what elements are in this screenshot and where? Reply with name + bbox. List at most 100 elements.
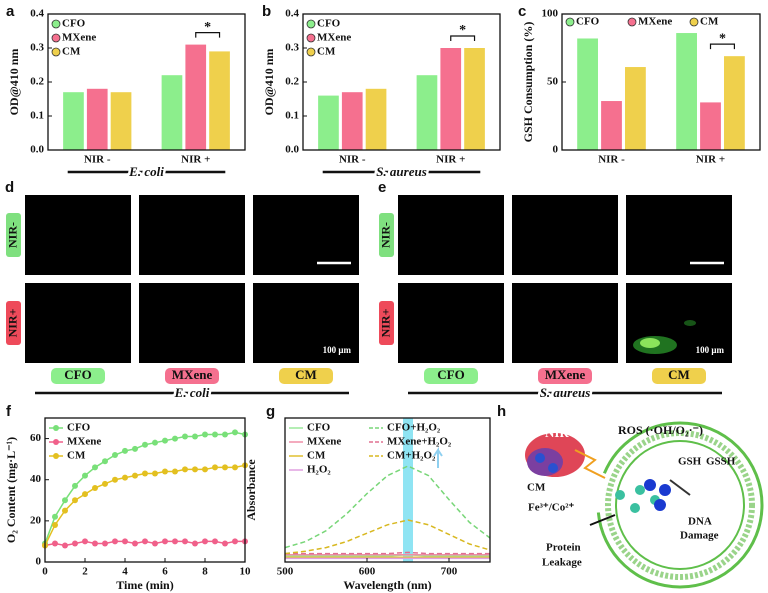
bar xyxy=(601,101,622,150)
data-point xyxy=(192,433,198,440)
panel-letter: c xyxy=(518,3,526,20)
scale-label: 100 μm xyxy=(323,345,352,355)
data-point xyxy=(142,538,148,545)
y-tick-label: 20 xyxy=(30,514,42,526)
legend-swatch xyxy=(51,19,61,29)
row-label: NIR+ xyxy=(5,308,19,337)
y-tick-label: 60 xyxy=(30,432,42,444)
protein-label: Protein xyxy=(546,542,581,554)
significance-bracket xyxy=(709,43,736,50)
schematic: h NIR ROS (·OH/O₂·⁻) CM Fe³⁺/Co²⁺ GSH GS… xyxy=(497,403,764,589)
x-tick-label: 10 xyxy=(240,566,252,578)
x-tick-label: 4 xyxy=(122,566,128,578)
legend-label: CM xyxy=(67,450,86,462)
column-label: MXene xyxy=(545,367,586,382)
panel-letter: b xyxy=(262,3,271,20)
y-tick-label: 0.1 xyxy=(30,110,44,122)
x-tick-label: 500 xyxy=(277,566,294,578)
nir-label: NIR xyxy=(545,425,569,440)
legend-label: CM xyxy=(317,46,336,58)
data-point xyxy=(132,472,138,479)
legend-swatch xyxy=(627,17,637,27)
arrow xyxy=(433,446,443,468)
legend-label: MXene xyxy=(317,32,351,44)
x-tick-label: NIR - xyxy=(84,154,111,166)
data-point xyxy=(192,466,198,473)
row-tag xyxy=(6,213,21,257)
legend-label: MXene xyxy=(638,16,672,28)
bar xyxy=(341,92,363,150)
bar xyxy=(625,67,646,150)
data-point xyxy=(172,538,178,545)
data-point xyxy=(102,458,108,465)
data-point xyxy=(172,468,178,475)
panel-letter: a xyxy=(6,3,15,20)
data-point xyxy=(222,540,228,547)
bar xyxy=(209,51,230,150)
legend-swatch xyxy=(306,33,316,43)
data-point xyxy=(122,474,128,481)
data-point xyxy=(162,468,168,475)
micrograph xyxy=(25,283,131,363)
data-point xyxy=(82,491,88,498)
bar xyxy=(185,44,207,150)
panel-letter: g xyxy=(266,403,275,420)
data-point xyxy=(72,497,78,504)
bar xyxy=(700,102,721,150)
axis-label: GSH Consumption (%) xyxy=(521,22,535,143)
data-point xyxy=(162,538,168,545)
legend-label: CFO xyxy=(307,422,331,434)
legend-label: MXene+H₂O₂ xyxy=(387,436,452,448)
column-tag xyxy=(652,368,706,384)
micrograph xyxy=(512,195,618,275)
axis-label: Time (min) xyxy=(116,578,173,592)
bar xyxy=(416,75,438,150)
y-tick-label: 0.3 xyxy=(285,42,299,54)
data-point xyxy=(112,538,118,545)
data-point xyxy=(152,470,158,477)
series-line xyxy=(284,465,491,549)
bar xyxy=(464,48,485,150)
data-point xyxy=(92,484,98,491)
data-point xyxy=(52,521,58,528)
x-tick-label: NIR - xyxy=(598,154,625,166)
y-tick-label: 0.4 xyxy=(30,8,44,20)
group-label: E. coli xyxy=(128,164,164,179)
column-tag xyxy=(538,368,592,384)
legend-label: CFO+H₂O₂ xyxy=(387,422,441,434)
legend-swatch xyxy=(53,425,59,431)
row-tag xyxy=(6,301,21,345)
bar xyxy=(318,95,339,150)
y-tick-label: 100 xyxy=(542,8,559,20)
row-tag xyxy=(379,301,394,345)
legend-swatch xyxy=(53,439,59,445)
panel-letter: f xyxy=(6,403,12,420)
y-tick-label: 0.2 xyxy=(30,76,44,88)
significance-label: * xyxy=(459,23,466,38)
data-point xyxy=(212,464,218,471)
column-tag xyxy=(51,368,105,384)
legend-label: CM xyxy=(307,450,326,462)
gsh-label: GSH xyxy=(678,456,702,468)
bar xyxy=(724,56,745,150)
data-point xyxy=(212,538,218,545)
data-point xyxy=(222,464,228,471)
data-point xyxy=(122,447,128,454)
x-tick-label: 2 xyxy=(82,566,88,578)
dna-label: Damage xyxy=(680,530,719,542)
significance-bracket xyxy=(195,32,221,38)
x-tick-label: 0 xyxy=(42,566,48,578)
row-label: NIR- xyxy=(378,222,392,248)
data-point xyxy=(52,513,58,520)
legend-swatch xyxy=(306,47,316,57)
column-tag xyxy=(424,368,478,384)
data-point xyxy=(142,441,148,448)
data-point xyxy=(72,482,78,489)
axis-label: O₂ Content (mg·L⁻¹) xyxy=(4,437,18,543)
legend-label: CM xyxy=(700,16,719,28)
data-point xyxy=(152,439,158,446)
micrograph xyxy=(253,195,359,275)
plot-frame xyxy=(44,417,246,563)
series-line xyxy=(44,464,246,546)
series-line xyxy=(285,551,490,555)
